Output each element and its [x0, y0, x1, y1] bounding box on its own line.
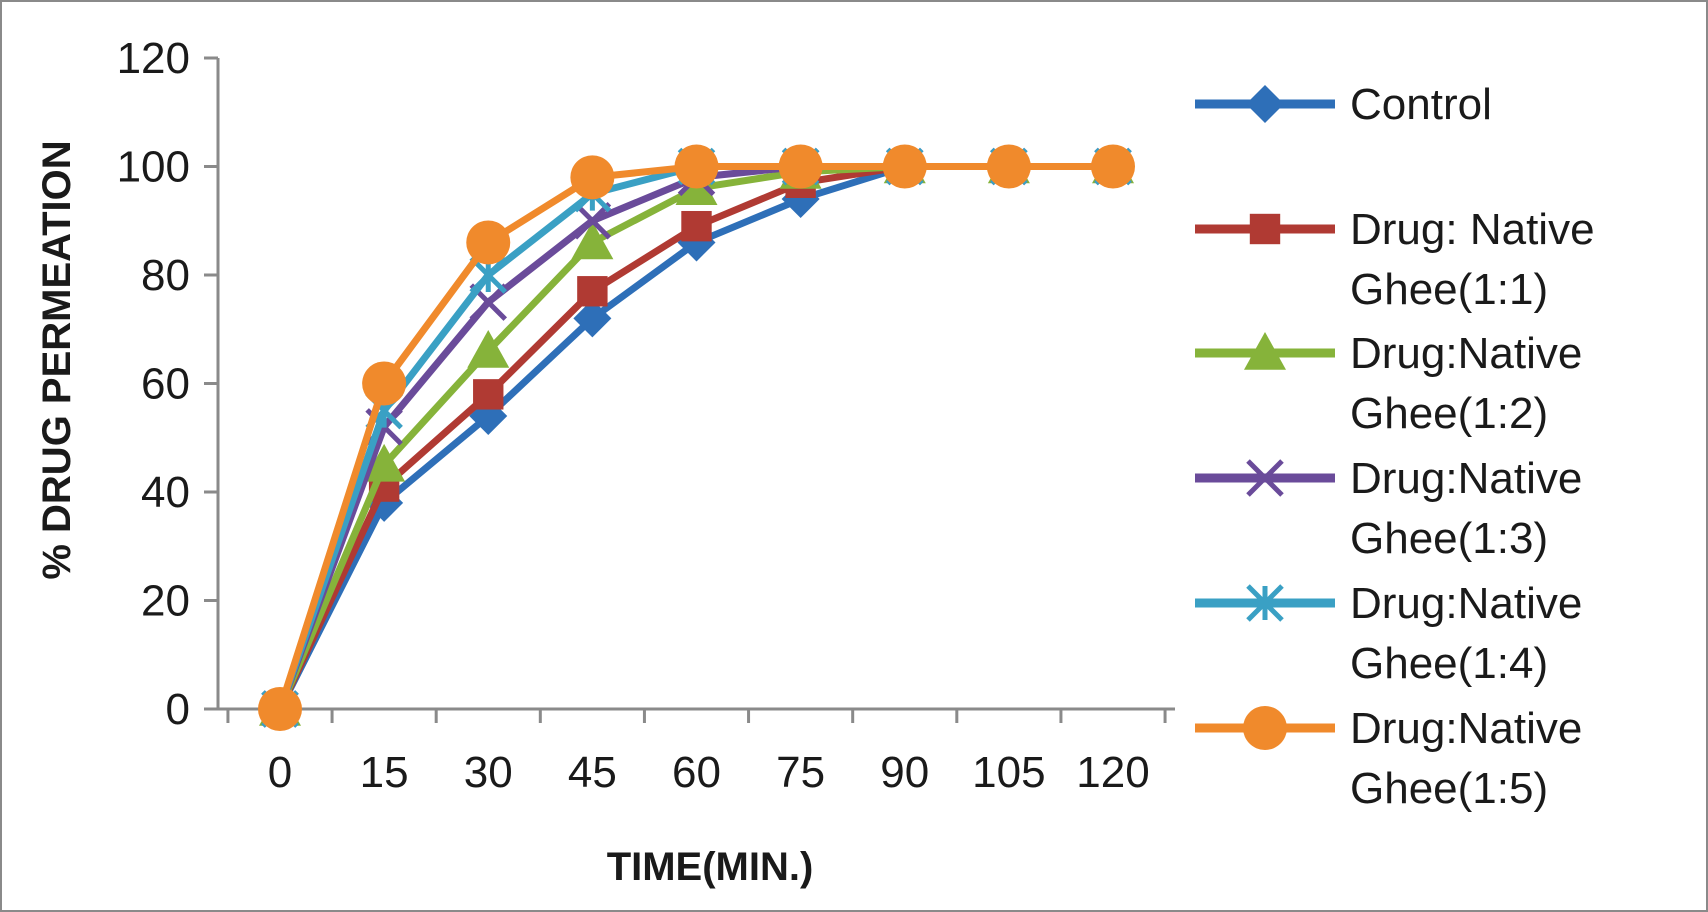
y-axis-ticks: 0 20 40 60 80 100 120 [117, 34, 218, 734]
data-point [473, 379, 504, 410]
legend-label: Drug:Native Ghee(1:3) [1350, 454, 1582, 563]
x-tick-label: 90 [880, 748, 929, 797]
data-point [986, 144, 1031, 189]
legend-label: Drug:Native Ghee(1:2) [1350, 329, 1582, 438]
data-point [467, 329, 510, 368]
legend-marker [1246, 584, 1284, 622]
x-tick-label: 105 [972, 748, 1045, 797]
legend-marker [1246, 85, 1284, 123]
legend-entry-6: Drug:Native Ghee(1:5) [1195, 704, 1582, 813]
legend-marker [1243, 706, 1287, 750]
x-axis-title: TIME(MIN.) [607, 845, 814, 889]
data-point [681, 210, 712, 242]
x-tick-label: 75 [776, 748, 825, 797]
y-tick-label: 100 [117, 143, 190, 192]
legend-entry-2: Drug: Native Ghee(1:1) [1195, 205, 1595, 314]
data-point [1091, 144, 1135, 189]
legend-entry-4: Drug:Native Ghee(1:3) [1195, 454, 1582, 563]
legend-entry-5: Drug:Native Ghee(1:4) [1195, 579, 1582, 688]
x-tick-label: 120 [1076, 748, 1149, 797]
x-axis-ticks: 0 15 30 45 60 75 90 105 120 [226, 709, 1167, 797]
x-tick-label: 45 [568, 748, 617, 797]
x-tick-label: 30 [464, 748, 513, 797]
x-tick-label: 0 [268, 748, 292, 797]
y-tick-label: 0 [166, 685, 190, 734]
y-tick-label: 20 [141, 577, 190, 626]
legend-marker [1246, 459, 1284, 497]
data-point [573, 299, 612, 338]
x-tick-label: 60 [672, 748, 721, 797]
data-point [362, 361, 407, 406]
legend-entry-3: Drug:Native Ghee(1:2) [1195, 329, 1582, 438]
x-tick-label: 15 [360, 748, 409, 797]
legend-marker [1249, 213, 1281, 245]
data-point [577, 276, 608, 307]
legend: Control Drug: Native Ghee(1:1) Drug:Native G… [1195, 80, 1595, 813]
legend-marker [1244, 332, 1286, 370]
y-tick-label: 60 [141, 360, 190, 409]
y-axis-title: % DRUG PERMEATION [35, 140, 79, 579]
data-point [573, 201, 612, 240]
data-point [363, 443, 406, 482]
series-group [258, 144, 1135, 731]
data-point [258, 687, 302, 731]
data-point [674, 144, 719, 189]
legend-label: Drug:Native Ghee(1:4) [1350, 579, 1582, 688]
data-point [570, 155, 615, 200]
legend-label: Drug:Native Ghee(1:5) [1350, 704, 1582, 813]
y-tick-label: 40 [141, 468, 190, 517]
legend-label: Drug: Native Ghee(1:1) [1350, 205, 1595, 314]
y-tick-label: 80 [141, 251, 190, 300]
legend-entry-1: Control [1195, 80, 1492, 129]
data-point [571, 221, 614, 260]
data-point [778, 144, 823, 189]
y-tick-label: 120 [117, 34, 190, 83]
data-point [882, 144, 927, 189]
series-6 [258, 144, 1135, 731]
data-point [466, 220, 511, 265]
legend-label: Control [1350, 80, 1492, 129]
